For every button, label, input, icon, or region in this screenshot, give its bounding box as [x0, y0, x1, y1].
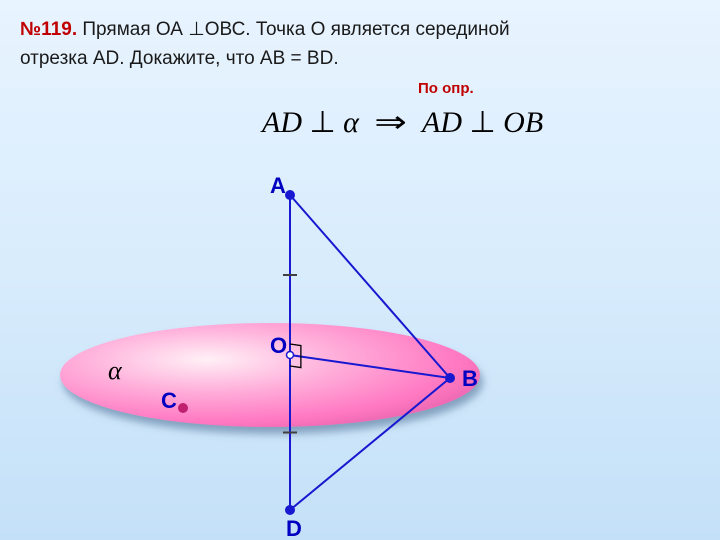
- point-D: [285, 505, 295, 515]
- label-B: В: [462, 366, 478, 392]
- formula-ad2: AD: [422, 106, 462, 139]
- hint-text: По опр.: [418, 80, 474, 97]
- problem-line2: отрезка АD. Докажите, что АВ = ВD.: [20, 48, 339, 69]
- label-O: O: [270, 333, 287, 359]
- segment-AB: [290, 195, 450, 378]
- label-D: D: [286, 516, 302, 540]
- point-O: [287, 352, 294, 359]
- label-C: C: [161, 388, 177, 414]
- problem-statement: №119. Прямая ОА ⊥ОВС. Точка О является с…: [20, 16, 510, 73]
- right-angle-icon: [290, 344, 301, 357]
- problem-number: №119.: [20, 19, 77, 40]
- geometry-diagram: [0, 0, 720, 540]
- point-A: [285, 190, 295, 200]
- label-alpha: α: [108, 356, 122, 386]
- segment-DB: [290, 378, 450, 510]
- label-A: A: [270, 173, 286, 199]
- formula-ad1: AD: [262, 106, 302, 139]
- point-C: [178, 403, 188, 413]
- perp-icon: ⊥: [470, 106, 496, 139]
- perp-icon: ⊥: [310, 106, 336, 139]
- formula: AD ⊥ α ⇒ AD ⊥ OB: [262, 105, 543, 140]
- point-B: [445, 373, 455, 383]
- formula-alpha: α: [343, 106, 359, 139]
- formula-ob: OB: [503, 106, 543, 139]
- problem-line1: Прямая ОА ⊥ОВС. Точка О является середин…: [77, 19, 510, 40]
- arrow-icon: ⇒: [374, 105, 407, 140]
- segment-OB: [290, 355, 450, 378]
- right-angle-icon: [290, 357, 301, 368]
